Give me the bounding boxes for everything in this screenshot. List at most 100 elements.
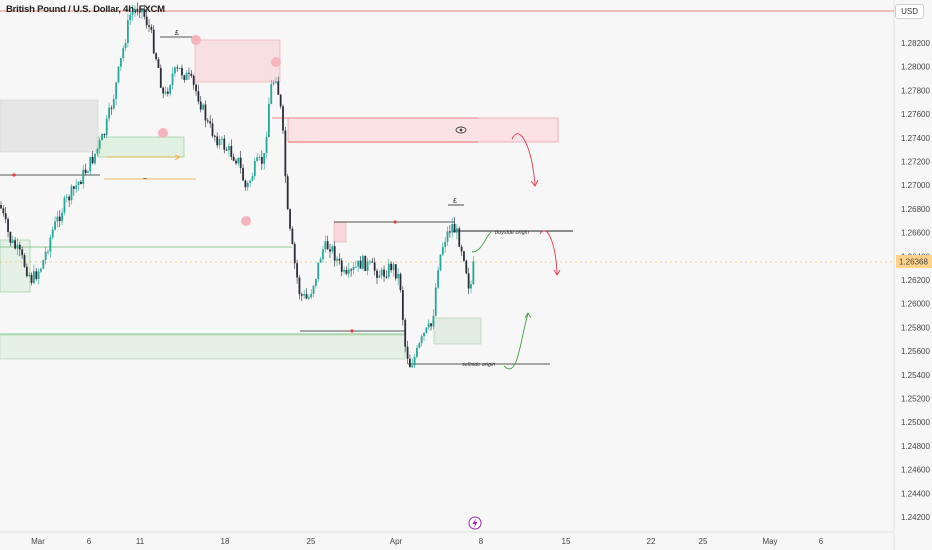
y-tick-label: 1.25600: [901, 347, 930, 356]
candle-body: [362, 255, 364, 269]
candle-body: [119, 58, 122, 67]
candle-body: [209, 121, 212, 124]
candle-body: [378, 275, 381, 278]
candle-body: [136, 8, 139, 12]
y-tick-label: 1.28200: [901, 39, 930, 48]
candle-body: [371, 261, 374, 263]
candle-body: [112, 98, 115, 109]
chart-title: British Pound / U.S. Dollar, 4h, FXCM: [6, 4, 165, 15]
candle-body: [401, 290, 404, 320]
candle-body: [98, 140, 101, 149]
candle-body: [282, 106, 284, 131]
candle-body: [437, 270, 439, 288]
arrowhead: [530, 179, 539, 187]
x-tick-label: 8: [479, 537, 484, 546]
y-tick-label: 1.24800: [901, 442, 930, 451]
candle-body: [166, 91, 169, 94]
candle-body: [61, 212, 63, 222]
candle-body: [103, 133, 106, 136]
candle-body: [366, 261, 369, 271]
candle-body: [319, 258, 322, 263]
candle-body: [183, 75, 186, 80]
pound-label-2: £: [453, 198, 457, 205]
candle-body: [270, 84, 273, 104]
candle-body: [152, 29, 155, 54]
candle-body: [456, 228, 458, 233]
candle-body: [315, 278, 317, 286]
candle-body: [235, 160, 237, 164]
candle-body: [202, 104, 204, 110]
candle-body: [11, 240, 14, 243]
candle-body: [197, 91, 200, 102]
candlestick-series: [0, 2, 475, 369]
candle-body: [463, 251, 465, 261]
flash-icon[interactable]: [468, 516, 482, 530]
level-dot: [350, 329, 354, 333]
candle-body: [376, 270, 378, 278]
candle-body: [9, 231, 12, 243]
candle-body: [317, 262, 320, 279]
x-tick-label: 25: [307, 537, 316, 546]
candle-body: [155, 53, 157, 60]
candle-body: [204, 104, 207, 121]
x-tick-label: May: [762, 537, 777, 546]
candle-body: [225, 149, 228, 151]
candle-body: [80, 181, 82, 185]
candle-body: [42, 260, 45, 269]
candle-body: [432, 315, 435, 327]
bullish-projection-arrow: [503, 313, 529, 370]
candle-body: [174, 67, 176, 74]
candle-body: [416, 347, 418, 357]
demand-zone-2: [0, 334, 406, 360]
candle-body: [159, 68, 162, 88]
candle-body: [296, 263, 298, 278]
candle-body: [87, 171, 89, 173]
candle-body: [89, 156, 92, 172]
y-tick-label: 1.27200: [901, 158, 930, 167]
candle-body: [268, 103, 270, 138]
candle-body: [51, 229, 54, 238]
x-tick-label: 15: [562, 537, 571, 546]
liquidity-marker: [158, 128, 168, 138]
supply-zone-2: [287, 117, 559, 143]
candle-body: [75, 185, 78, 189]
candle-body: [470, 284, 472, 289]
currency-button[interactable]: USD: [895, 4, 924, 19]
candle-body: [394, 264, 397, 279]
candle-body: [326, 241, 329, 250]
candle-body: [350, 269, 353, 271]
candle-body: [413, 356, 416, 366]
candle-body: [397, 273, 400, 279]
candle-body: [406, 346, 409, 359]
candle-body: [418, 343, 421, 348]
x-tick-label: 18: [221, 537, 230, 546]
candle-body: [143, 9, 146, 17]
candle-body: [218, 139, 221, 146]
candle-body: [272, 82, 275, 85]
candle-body: [369, 261, 371, 263]
candle-body: [284, 130, 287, 177]
candle-body: [40, 268, 42, 272]
y-tick-label: 1.24400: [901, 489, 930, 498]
candle-body: [357, 260, 360, 267]
candle-body: [446, 231, 449, 242]
candle-body: [467, 273, 470, 289]
candle-body: [310, 293, 313, 298]
candle-body: [185, 72, 188, 80]
candle-body: [385, 276, 388, 278]
candle-body: [293, 243, 296, 264]
eye-icon[interactable]: [455, 126, 467, 134]
candle-body: [249, 180, 251, 183]
candle-body: [460, 246, 463, 252]
candle-body: [244, 180, 247, 188]
candle-body: [256, 157, 259, 162]
candle-body: [195, 84, 197, 92]
candle-body: [94, 153, 96, 164]
x-tick-label: 6: [819, 537, 824, 546]
candle-body: [291, 228, 294, 244]
candle-body: [399, 273, 402, 291]
x-tick-label: 25: [699, 537, 708, 546]
candle-body: [169, 85, 172, 94]
candle-body: [54, 221, 56, 230]
